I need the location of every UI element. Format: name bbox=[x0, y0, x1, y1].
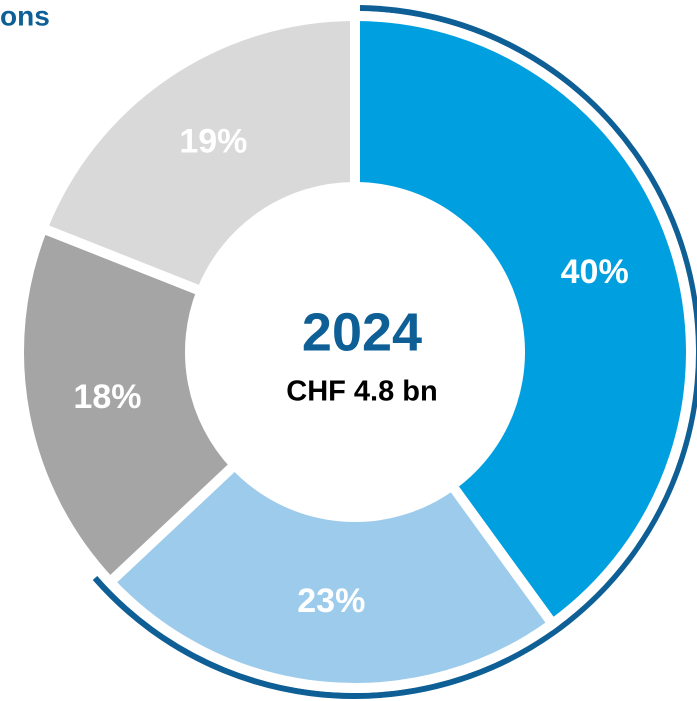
slice bbox=[36, 10, 360, 298]
highlight-ring bbox=[92, 5, 697, 699]
slice-label: 18% bbox=[73, 378, 141, 416]
slice-label: 40% bbox=[561, 253, 629, 291]
slice-label: 23% bbox=[297, 582, 365, 620]
center-subtitle: CHF 4.8 bn bbox=[286, 376, 437, 408]
slices bbox=[14, 10, 696, 693]
chart-title: ons bbox=[0, 0, 50, 31]
slice bbox=[350, 10, 696, 631]
slice bbox=[14, 221, 242, 590]
center-title: 2024 bbox=[302, 302, 422, 362]
slice-label: 19% bbox=[179, 123, 247, 161]
slice bbox=[102, 457, 560, 693]
